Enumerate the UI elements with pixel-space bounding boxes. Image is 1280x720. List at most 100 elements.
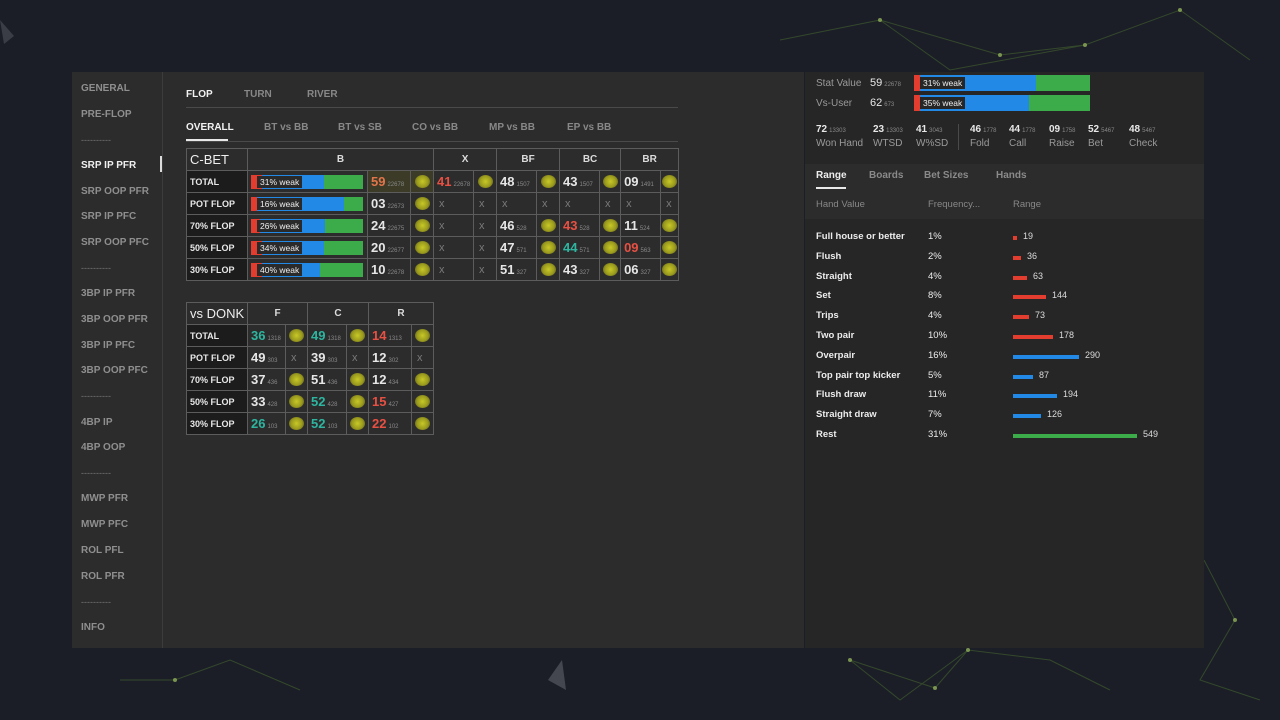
heat-indicator-icon [289, 372, 304, 386]
hand-value-row[interactable]: Straight draw 7% 126 [816, 409, 1196, 427]
cell-sample-size: 571 [516, 248, 527, 254]
hand-value-row[interactable]: Flush 2% 36 [816, 251, 1196, 269]
cbet-cell-bf: 47 571 [496, 236, 538, 259]
sidebar-item-3bp-ip-pfc[interactable]: 3BP IP PFC [81, 340, 136, 351]
range-bar [1013, 295, 1046, 300]
sidebar-item-srp-ip-pfr[interactable]: SRP IP PFR [81, 160, 137, 171]
range-bar [1013, 414, 1041, 419]
donk-cell-f: 37 436 [247, 368, 286, 391]
cbet-heat-bc [599, 214, 622, 237]
tab-co-vs-bb[interactable]: CO vs BB [412, 122, 459, 133]
heat-indicator-icon [662, 240, 678, 254]
range-count: 194 [1063, 389, 1079, 400]
cell-value: 24 [371, 218, 386, 233]
donk-cell-r: 22 102 [368, 412, 413, 435]
tab-range[interactable]: Range [816, 170, 847, 181]
stat-value-number: 59 22678 [870, 77, 901, 89]
stat-value-label: Stat Value [816, 78, 862, 89]
position-tab-divider [186, 141, 678, 142]
cell-sample-size: 571 [579, 248, 590, 254]
tab-boards[interactable]: Boards [869, 170, 904, 181]
donk-heat-r: x [411, 346, 435, 369]
stat-bet-label: Bet [1088, 138, 1104, 149]
tab-overall[interactable]: OVERALL [186, 122, 234, 133]
hand-value-row[interactable]: Trips 4% 73 [816, 310, 1196, 328]
cell-value: 36 [251, 328, 266, 343]
sidebar-item-3bp-ip-pfr[interactable]: 3BP IP PFR [81, 288, 136, 299]
cell-sample-size: 428 [327, 402, 338, 408]
sidebar-item-srp-ip-pfc[interactable]: SRP IP PFC [81, 211, 137, 222]
sidebar-item-general[interactable]: GENERAL [81, 83, 130, 94]
stat-value-bar: 31% weak [914, 75, 1090, 91]
hand-value-frequency: 1% [928, 231, 942, 242]
cbet-heat-b [409, 258, 435, 281]
empty-mark: x [666, 197, 672, 210]
sidebar-item-pre-flop[interactable]: PRE-FLOP [81, 109, 132, 120]
cell-sample-size: 102 [388, 424, 399, 430]
cell-sample-size: 22678 [387, 182, 405, 188]
hand-value-row[interactable]: Full house or better 1% 19 [816, 231, 1196, 249]
cbet-row-label: 30% FLOP [186, 258, 248, 281]
heat-indicator-icon [415, 394, 431, 408]
hand-value-row[interactable]: Set 8% 144 [816, 290, 1196, 308]
tab-mp-vs-bb[interactable]: MP vs BB [489, 122, 535, 133]
tab-turn[interactable]: TURN [244, 89, 272, 100]
stat-raise-label: Raise [1049, 138, 1075, 149]
tab-hands[interactable]: Hands [996, 170, 1027, 181]
hand-value-row[interactable]: Straight 4% 63 [816, 271, 1196, 289]
sidebar-item-4bp-oop[interactable]: 4BP OOP [81, 442, 126, 453]
sidebar-item-rol-pfl[interactable]: ROL PFL [81, 545, 124, 556]
weak-bar-cell: 26% weak [247, 214, 368, 237]
sidebar-item-srp-oop-pfr[interactable]: SRP OOP PFR [81, 186, 149, 197]
hand-value-row[interactable]: Overpair 16% 290 [816, 350, 1196, 368]
donk-heat-f: x [284, 346, 309, 369]
cbet-cell-b: 59 22678 [367, 170, 411, 193]
donk-heat-r [411, 412, 435, 435]
cbet-cell-bc: 43 327 [559, 258, 601, 281]
donk-heat-f [284, 412, 309, 435]
sidebar-item-mwp-pfc[interactable]: MWP PFC [81, 519, 129, 530]
stat-check-label: Check [1129, 138, 1158, 149]
empty-mark: x [479, 241, 485, 254]
donk-cell-r: 14 1313 [368, 324, 413, 347]
empty-mark: x [542, 197, 548, 210]
cbet-row-label: 70% FLOP [186, 214, 248, 237]
cbet-heat-b [409, 214, 435, 237]
hand-value-row[interactable]: Top pair top kicker 5% 87 [816, 370, 1196, 388]
cbet-row-label: 50% FLOP [186, 236, 248, 259]
tab-river[interactable]: RIVER [307, 89, 338, 100]
cbet-heat-b [409, 170, 435, 193]
col-header-frequency[interactable]: Frequency... [928, 199, 981, 210]
tab-bt-vs-bb[interactable]: BT vs BB [264, 122, 309, 133]
cell-sample-size: 22675 [387, 226, 405, 232]
sidebar: GENERAL PRE-FLOP ---------- SRP IP PFR S… [72, 72, 163, 648]
tab-ep-vs-bb[interactable]: EP vs BB [567, 122, 612, 133]
sidebar-item-4bp-ip[interactable]: 4BP IP [81, 417, 113, 428]
heat-indicator-icon [477, 174, 493, 188]
cell-value: 52 [311, 416, 326, 431]
donk-cell-c: 39 303 [307, 346, 348, 369]
cell-value: 47 [500, 240, 515, 255]
sidebar-item-3bp-oop-pfc[interactable]: 3BP OOP PFC [81, 365, 148, 376]
cell-value: 43 [563, 218, 578, 233]
sidebar-item-mwp-pfr[interactable]: MWP PFR [81, 493, 129, 504]
tab-flop[interactable]: FLOP [186, 89, 213, 100]
col-header-hand-value[interactable]: Hand Value [816, 199, 865, 210]
cbet-cell-b: 20 22677 [367, 236, 411, 259]
hand-value-row[interactable]: Rest 31% 549 [816, 429, 1196, 447]
hand-value-row[interactable]: Two pair 10% 178 [816, 330, 1196, 348]
hand-value-frequency: 8% [928, 290, 942, 302]
stat-raise-value: 09 1758 [1049, 124, 1076, 135]
cell-sample-size: 563 [640, 248, 651, 254]
heat-indicator-icon [415, 328, 431, 342]
tab-bt-vs-sb[interactable]: BT vs SB [338, 122, 382, 133]
sidebar-item-rol-pfr[interactable]: ROL PFR [81, 571, 125, 582]
sidebar-item-info[interactable]: INFO [81, 622, 105, 633]
sidebar-item-srp-oop-pfc[interactable]: SRP OOP PFC [81, 237, 149, 248]
col-header-range[interactable]: Range [1013, 199, 1041, 210]
tab-bet-sizes[interactable]: Bet Sizes [924, 170, 969, 181]
donk-cell-f: 49 303 [247, 346, 286, 369]
cell-value: 52 [311, 394, 326, 409]
sidebar-item-3bp-oop-pfr[interactable]: 3BP OOP PFR [81, 314, 148, 325]
hand-value-row[interactable]: Flush draw 11% 194 [816, 389, 1196, 407]
